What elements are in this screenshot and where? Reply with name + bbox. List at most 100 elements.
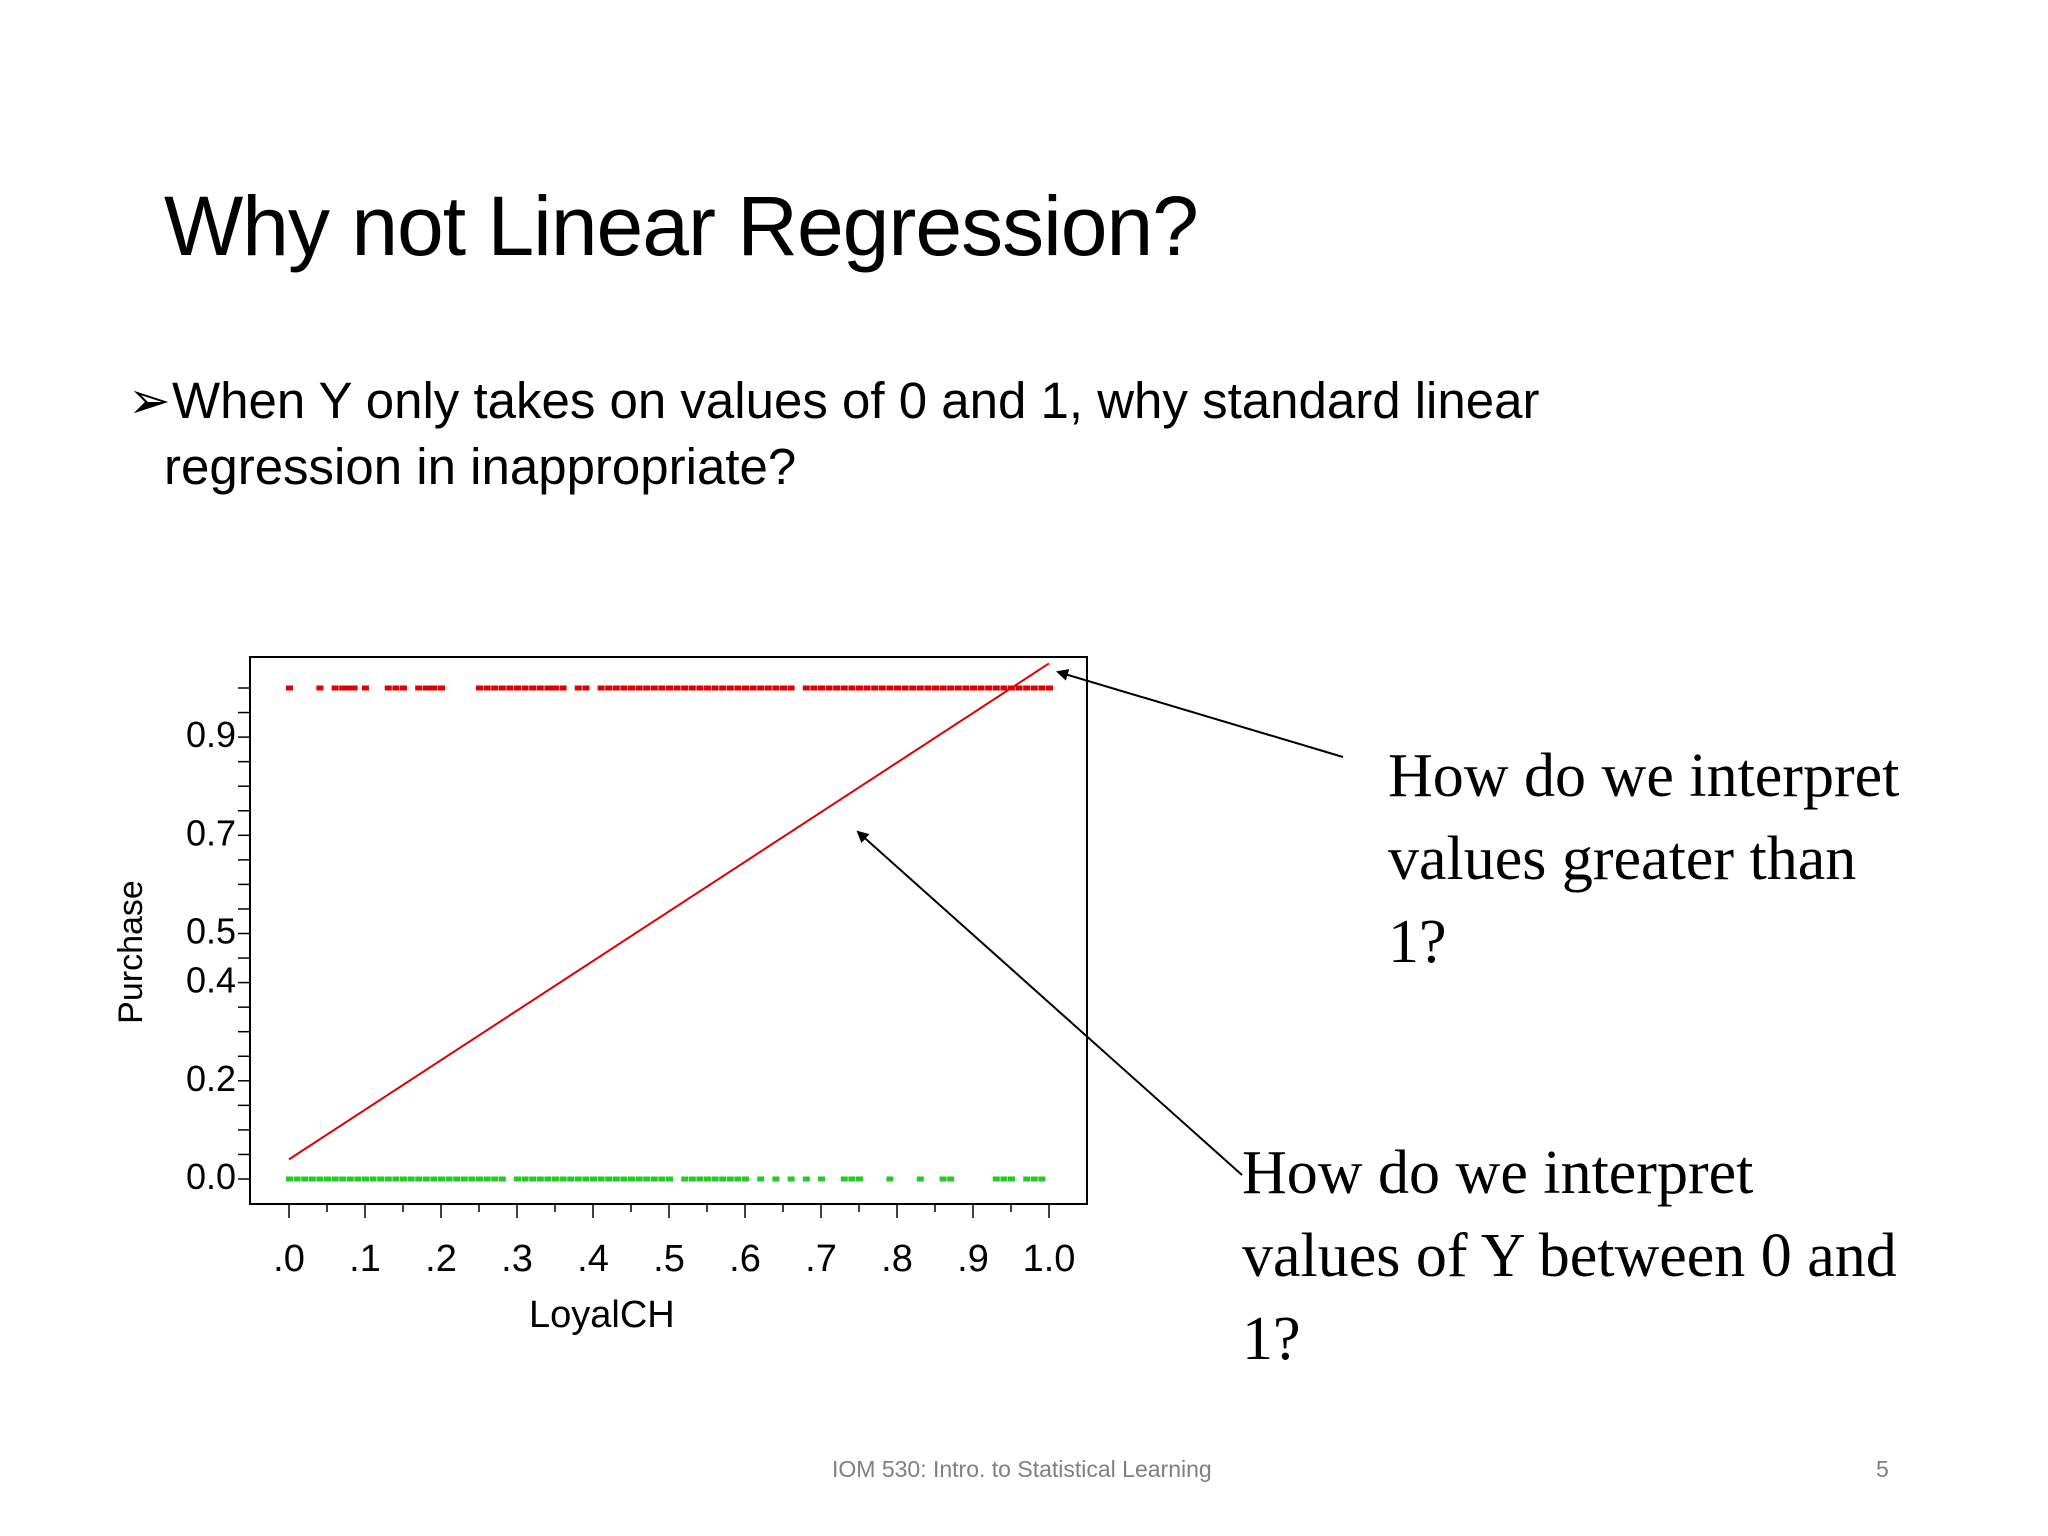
data-point — [438, 1176, 445, 1182]
annotation-greater-than-1: How do we interpret values greater than … — [1388, 742, 1900, 976]
data-point — [506, 685, 514, 691]
data-point — [947, 1176, 955, 1182]
data-point — [650, 1176, 658, 1182]
data-point — [719, 685, 727, 691]
data-point — [350, 685, 358, 691]
data-point — [483, 685, 491, 691]
data-point — [673, 685, 681, 691]
x-tick-label: .3 — [501, 1238, 533, 1280]
bullet-point: ➢ When Y only takes on values of 0 and 1… — [128, 368, 1688, 500]
data-point — [536, 1176, 544, 1182]
data-point — [422, 685, 430, 691]
data-point — [339, 1176, 347, 1182]
data-point — [346, 685, 354, 691]
data-point — [810, 685, 818, 691]
data-point — [711, 1176, 719, 1182]
data-point — [384, 1176, 392, 1182]
data-point — [635, 685, 643, 691]
data-point — [605, 1176, 613, 1182]
data-point — [582, 1176, 590, 1182]
data-point — [643, 1176, 651, 1182]
data-point — [818, 1176, 825, 1182]
data-point — [772, 685, 780, 691]
data-point — [787, 685, 795, 691]
data-point — [666, 685, 673, 691]
data-point — [498, 685, 506, 691]
data-point — [1008, 1176, 1015, 1182]
data-point — [286, 685, 293, 691]
data-point — [871, 685, 879, 691]
data-point — [650, 685, 658, 691]
regression-line — [288, 662, 1050, 1161]
data-point — [316, 1176, 324, 1182]
data-point — [1030, 685, 1038, 691]
slide-title: Why not Linear Regression? — [164, 179, 1199, 273]
data-point — [916, 1176, 924, 1182]
data-point — [757, 1176, 765, 1182]
data-point — [574, 685, 582, 691]
data-point — [445, 1176, 453, 1182]
data-point — [848, 1176, 856, 1182]
data-point — [1023, 685, 1031, 691]
data-point — [377, 1176, 385, 1182]
data-point — [749, 685, 757, 691]
data-point — [962, 685, 970, 691]
data-point — [483, 1176, 491, 1182]
data-point — [529, 1176, 537, 1182]
data-point — [818, 685, 825, 691]
data-point — [498, 1176, 506, 1182]
data-point — [491, 1176, 499, 1182]
data-point — [548, 685, 556, 691]
footer-course-name: IOM 530: Intro. to Statistical Learning — [832, 1456, 1212, 1482]
data-point — [643, 685, 651, 691]
data-point — [787, 1176, 795, 1182]
data-point — [567, 1176, 575, 1182]
data-point — [384, 685, 392, 691]
data-point — [802, 1176, 810, 1182]
data-point — [590, 1176, 597, 1182]
data-point — [1000, 1176, 1008, 1182]
data-point — [316, 685, 324, 691]
data-point — [742, 685, 749, 691]
data-point — [620, 685, 628, 691]
data-point — [612, 685, 620, 691]
data-point — [734, 1176, 742, 1182]
data-point — [802, 685, 810, 691]
data-point — [559, 1176, 567, 1182]
plot-frame — [249, 656, 1088, 1205]
data-point — [400, 1176, 407, 1182]
data-point — [544, 1176, 552, 1182]
data-point — [301, 1176, 309, 1182]
data-point — [362, 685, 369, 691]
data-point — [840, 685, 848, 691]
data-point — [612, 1176, 620, 1182]
arrow-bullet-icon: ➢ — [128, 372, 171, 429]
data-point — [430, 1176, 438, 1182]
data-point — [901, 685, 909, 691]
data-point — [354, 1176, 362, 1182]
data-point — [628, 1176, 635, 1182]
data-point — [460, 1176, 468, 1182]
data-point — [894, 685, 901, 691]
data-point — [331, 1176, 339, 1182]
data-point — [916, 685, 924, 691]
y-axis-label: Purchase — [112, 880, 150, 1024]
data-point — [970, 685, 977, 691]
data-point — [780, 685, 787, 691]
x-tick-label: .4 — [577, 1238, 609, 1280]
x-tick-label: .1 — [349, 1238, 381, 1280]
x-axis-label: LoyalCH — [529, 1294, 675, 1336]
x-tick-label: .2 — [425, 1238, 457, 1280]
data-point — [407, 1176, 415, 1182]
data-point — [1000, 685, 1008, 691]
x-tick-label: .6 — [729, 1238, 761, 1280]
data-point — [597, 1176, 605, 1182]
annotation-arrow-lower — [856, 830, 1243, 1176]
data-point — [529, 685, 537, 691]
data-point — [400, 685, 407, 691]
data-point — [521, 1176, 529, 1182]
data-point — [628, 685, 635, 691]
data-point — [415, 1176, 423, 1182]
data-point — [704, 1176, 711, 1182]
